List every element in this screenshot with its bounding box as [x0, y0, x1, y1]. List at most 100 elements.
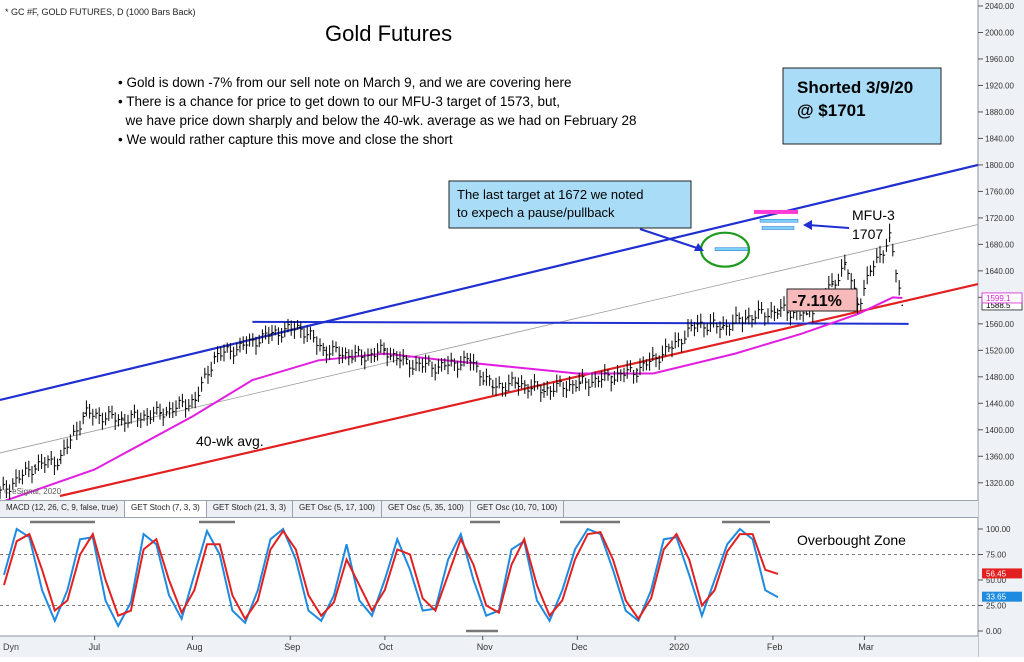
pct-label: -7.11%: [792, 293, 842, 310]
price-point: [33, 465, 36, 468]
price-point: [721, 326, 724, 328]
target-zone-magenta: [754, 209, 798, 214]
osc-tick-label: 75.00: [986, 551, 1007, 560]
osc-blue-tag-box: [982, 591, 1022, 602]
chart-header: * GC #F, GOLD FUTURES, D (1000 Bars Back…: [5, 7, 196, 17]
overbought-label: Overbought Zone: [797, 532, 906, 548]
time-tick-label: Mar: [858, 642, 874, 652]
price-point: [636, 369, 639, 371]
price-point: [194, 399, 197, 401]
bullet-2: • There is a chance for price to get dow…: [118, 94, 560, 109]
price-tick-label: 1320.00: [985, 479, 1014, 488]
price-point: [298, 326, 301, 328]
price-point: [122, 419, 124, 421]
price-point: [406, 362, 408, 365]
price-point: [671, 346, 673, 348]
bullet-3: we have price down sharply and below the…: [118, 113, 637, 128]
osc-red-tag-box: [982, 568, 1022, 579]
price-tick-label: 1920.00: [985, 81, 1014, 90]
price-point: [362, 356, 364, 358]
shorted-line-1: Shorted 3/9/20: [797, 78, 913, 97]
price-axis-panel: [978, 0, 1024, 657]
osc-tick-label: 25.00: [986, 602, 1007, 611]
osc-red-tag: 56.45: [986, 569, 1007, 578]
time-tick-label: Jul: [89, 642, 101, 652]
price-point: [844, 263, 847, 266]
time-tick-label: Oct: [379, 642, 394, 652]
price-tick-label: 2040.00: [985, 2, 1014, 11]
target-zone-blue-2: [761, 226, 795, 230]
price-point: [869, 270, 872, 272]
price-point: [696, 323, 699, 325]
mfu-arrow-head: [803, 220, 812, 230]
time-axis-panel: [0, 636, 978, 657]
tab-osc-5-17[interactable]: GET Osc (5, 17, 100): [293, 501, 382, 517]
bullet-4: • We would rather capture this move and …: [118, 132, 453, 147]
target-callout-box: [448, 180, 692, 229]
price-tick-label: 1480.00: [985, 373, 1014, 382]
price-tick-label: 1680.00: [985, 240, 1014, 249]
target-arrow: [639, 228, 701, 250]
osc-tick-label: 0.00: [986, 627, 1002, 636]
price-point: [516, 382, 519, 385]
ma-label: 40-wk avg.: [196, 433, 264, 449]
time-tick-label: 2020: [669, 642, 689, 652]
price-tick-label: 1440.00: [985, 399, 1014, 408]
price-point: [746, 316, 749, 319]
price-point: [0, 491, 1, 494]
shorted-callout-box: [782, 67, 942, 145]
time-tick-label: Nov: [477, 642, 494, 652]
price-point: [469, 359, 471, 362]
chart-title: Gold Futures: [325, 21, 452, 46]
price-point: [238, 346, 241, 348]
price-point: [491, 385, 493, 388]
tab-macd[interactable]: MACD (12, 26, C, 9, false, true): [0, 501, 126, 517]
stoch-fast-line: [3, 527, 779, 629]
mfu-label-2: 1707: [852, 226, 883, 242]
tab-stoch-7[interactable]: GET Stoch (7, 3, 3): [125, 501, 207, 517]
time-tick-label: Dec: [571, 642, 588, 652]
price-point: [888, 236, 891, 239]
target-zone-blue: [759, 218, 799, 223]
ma-tag: 1599.1: [986, 294, 1011, 303]
tab-osc-5-35[interactable]: GET Osc (5, 35, 100): [382, 501, 471, 517]
target-line-1: The last target at 1672 we noted: [457, 187, 643, 202]
pct-label-box: [786, 288, 858, 312]
target-1672-zone: [714, 247, 750, 251]
price-point: [84, 412, 86, 415]
price-tick-label: 1400.00: [985, 426, 1014, 435]
price-point: [611, 376, 613, 378]
trendline-horizontal-support: [252, 320, 909, 325]
dyn-label: Dyn: [3, 642, 19, 652]
price-point: [213, 356, 216, 358]
price-point: [324, 349, 326, 352]
osc-tick-label: 50.00: [986, 576, 1007, 585]
price-tick-label: 1360.00: [985, 452, 1014, 461]
shorted-line-2: @ $1701: [797, 101, 866, 120]
price-tick-label: 1760.00: [985, 187, 1014, 196]
price-point: [806, 313, 809, 315]
target-line-2: to expech a pause/pullback: [457, 205, 615, 220]
osc-blue-tag: 33.65: [986, 593, 1007, 602]
price-point: [160, 412, 162, 415]
trendline-upper-channel: [0, 163, 979, 402]
time-tick-label: Sep: [284, 642, 300, 652]
tab-osc-10-70[interactable]: GET Osc (10, 70, 100): [471, 501, 565, 517]
price-point: [579, 382, 582, 385]
price-tick-label: 1800.00: [985, 161, 1014, 170]
bullet-1: • Gold is down -7% from our sell note on…: [118, 75, 571, 90]
indicator-tabbar: MACD (12, 26, C, 9, false, true) GET Sto…: [0, 500, 978, 518]
price-tick-label: 1640.00: [985, 267, 1014, 276]
tab-stoch-21[interactable]: GET Stoch (21, 3, 3): [207, 501, 294, 517]
price-point: [437, 366, 440, 368]
time-tick-label: Aug: [186, 642, 202, 652]
last-price-tag: 1588.5: [986, 301, 1011, 310]
mfu-arrow: [807, 224, 850, 229]
price-point: [270, 332, 273, 335]
price-point: [832, 283, 834, 285]
price-tick-label: 1560.00: [985, 320, 1014, 329]
price-point: [541, 389, 544, 391]
price-point: [901, 304, 904, 307]
price-tick-label: 1880.00: [985, 108, 1014, 117]
